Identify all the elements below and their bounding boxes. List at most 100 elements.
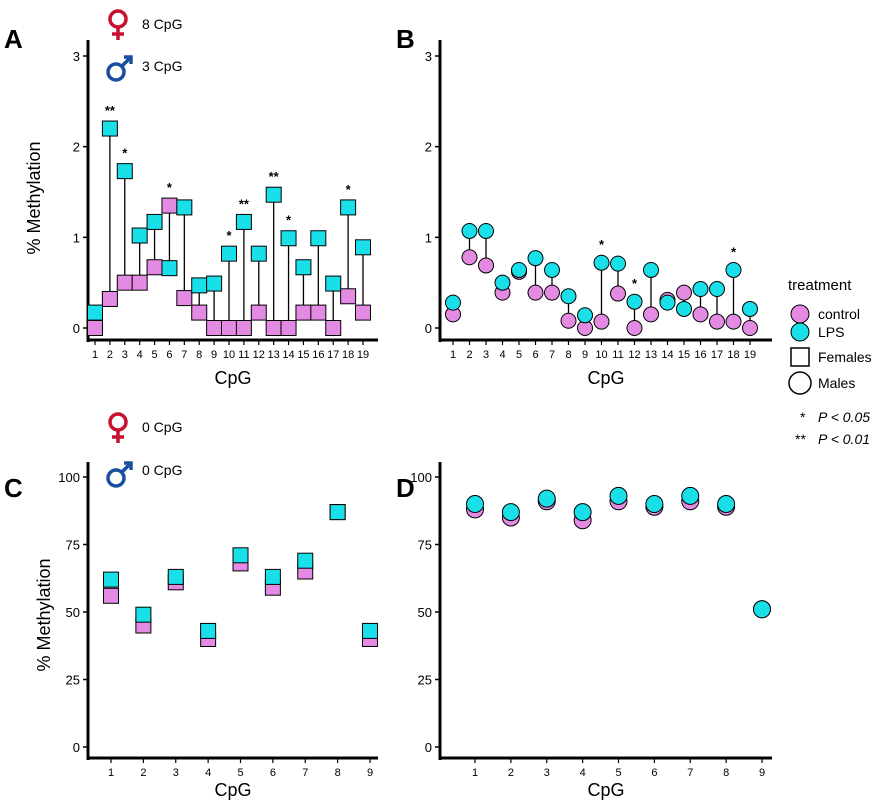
female-icon [108,9,128,40]
lps-point [643,261,659,278]
lps-point [478,222,494,239]
x-tick-label: 16 [694,349,706,361]
panel-letter-d: D [396,473,415,503]
y-tick-label: 0 [425,740,432,755]
lps-point [610,255,626,272]
x-tick-label: 15 [678,349,690,361]
lps-point [593,254,610,271]
significance-marker: * [167,180,173,195]
legend-sig1-text: P < 0.05 [818,409,870,425]
x-tick-label: 3 [544,767,550,779]
lps-point [103,571,119,588]
y-tick-label: 25 [418,673,432,688]
lps-point [167,568,184,585]
x-tick-label: 8 [335,767,341,779]
x-tick-label: 11 [238,349,249,361]
control-point [626,320,643,336]
x-axis-title: CpG [214,780,251,800]
lps-point [355,239,371,256]
lps-point [206,275,223,292]
y-tick-label: 1 [425,230,432,245]
lps-point [501,503,520,522]
chart-panel-d: 0 25 50 75 100 1 2 3 4 5 6 7 8 9 CpG [410,462,772,800]
significance-marker: ** [105,103,116,118]
lps-point [725,261,742,278]
x-tick-label: 9 [759,767,765,779]
y-tick-label: 100 [410,470,432,485]
lps-point [176,199,193,216]
lps-point [250,245,267,262]
y-tick-label: 25 [66,673,80,688]
control-point [280,320,297,336]
x-tick-label: 19 [744,349,756,361]
y-axis-title: % Methylation [34,558,54,671]
control-point [206,320,223,336]
lps-point [717,495,736,513]
lps-point [340,199,357,216]
y-tick-label: 3 [73,49,80,64]
lps-point [511,261,527,278]
significance-marker: * [599,237,605,252]
lps-point [645,495,664,513]
x-tick-label: 1 [108,767,114,779]
y-tick-label: 2 [73,140,80,155]
control-point [527,284,544,301]
x-tick-label: 10 [595,349,607,361]
control-point [191,304,208,321]
lps-point [101,120,118,137]
legend-title: treatment [788,277,852,294]
x-tick-label: 6 [270,767,276,779]
lps-point [573,503,592,522]
panel-a-female-label: 8 CpG [142,16,182,32]
control-point [709,313,725,330]
x-tick-label: 5 [151,349,157,361]
control-point [250,304,267,321]
x-tick-label: 2 [466,349,472,361]
control-point [87,320,103,336]
x-tick-label: 1 [92,349,98,361]
lps-point [280,230,297,247]
control-point [176,290,193,307]
lps-point [325,275,342,292]
lps-point [709,281,725,298]
control-point [742,320,758,336]
y-tick-label: 3 [425,49,432,64]
x-tick-label: 4 [205,767,211,779]
x-tick-label: 9 [367,767,373,779]
control-point [146,259,163,276]
x-tick-label: 13 [645,349,657,361]
x-tick-label: 2 [140,767,146,779]
y-tick-label: 1 [73,230,80,245]
x-tick-label: 8 [196,349,202,361]
x-tick-label: 5 [237,767,243,779]
lps-point [200,622,217,639]
x-tick-label: 2 [107,349,113,361]
x-tick-label: 7 [181,349,187,361]
control-point [103,587,119,604]
significance-marker: * [286,213,292,228]
lps-point [235,213,252,230]
lps-point [329,504,346,521]
male-icon [106,55,133,82]
x-tick-label: 4 [137,349,143,361]
control-point [161,197,178,214]
significance-marker: * [122,146,128,161]
x-tick-label: 4 [580,767,586,779]
lps-point [494,274,511,291]
legend-sig1-marker: * [800,409,806,425]
y-tick-label: 0 [73,740,80,755]
significance-marker: ** [239,196,250,211]
panel-c-male-label: 0 CpG [142,462,182,478]
panel-letter-c: C [4,473,23,503]
panel-c-female-label: 0 CpG [142,419,182,435]
x-tick-label: 17 [711,349,723,361]
lps-point [445,294,461,311]
significance-marker: * [731,244,737,259]
control-point [610,285,626,302]
lps-point [681,486,700,505]
lps-point [135,606,152,623]
lps-point [131,227,148,244]
x-tick-label: 7 [687,767,693,779]
